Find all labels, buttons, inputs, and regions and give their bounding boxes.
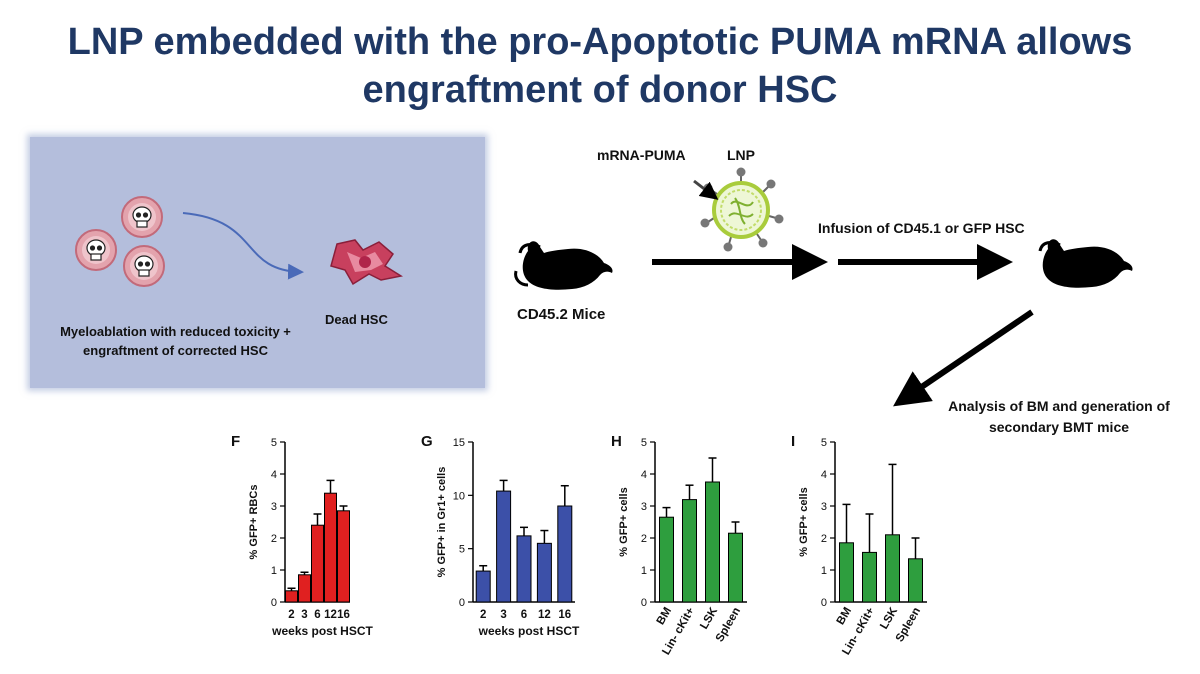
curved-arrow-icon [182,212,304,280]
panel-letter: F [231,433,240,450]
x-tick-label: 6 [521,609,527,621]
y-tick-label: 5 [641,437,647,449]
bar-12 [324,492,337,603]
chart-i: I 0 1 2 3 4 5% GFP+ cells BM Lin- cKit+ LSK Spleen [785,428,995,674]
myeloablation-line-2: engraftment of corrected HSC [83,343,268,358]
myeloablation-label: Myeloablation with reduced toxicity + en… [48,322,303,360]
y-tick-label: 5 [271,437,277,449]
y-tick-label: 2 [271,533,277,545]
mrna-pointer-arrow-icon [693,179,719,200]
infusion-label: Infusion of CD45.1 or GFP HSC [818,220,1025,236]
x-tick-label: LSK [878,605,900,632]
skull-cell-icon [123,245,165,287]
y-tick-label: 0 [821,597,827,609]
bar-6 [516,535,532,603]
x-tick-label: LSK [698,605,720,632]
chart-g: G 0 5 10 15 % GFP+ in Gr1+ cells 2 3 6 12 16 weeks … [415,428,625,674]
skull-cell-icon [75,229,117,271]
mrna-puma-label: mRNA-PUMA [597,147,686,163]
panel-letter: I [791,433,795,450]
bar-lsk [705,481,720,603]
skull-cell-icon [121,196,163,238]
y-tick-label: 15 [453,437,465,449]
cd452-mice-label: CD45.2 Mice [517,306,606,323]
arrow-icon [893,309,1034,407]
y-tick-label: 1 [641,565,647,577]
y-tick-label: 3 [271,501,277,513]
bar-2 [475,570,491,603]
x-axis-label: weeks post HSCT [271,624,373,638]
y-tick-label: 0 [459,597,465,609]
bar-spleen [908,558,923,603]
analysis-line-2: secondary BMT mice [988,419,1130,435]
y-tick-label: 3 [821,501,827,513]
chart-h: H 0 1 2 3 4 5% GFP+ cells BM Lin- cKit+ LSK Spleen [605,428,815,674]
title-line-1: LNP embedded with the pro-Apoptotic PUMA… [67,21,1133,63]
bar-bm [839,542,854,603]
y-axis-label: % GFP+ in Gr1+ cells [436,467,448,578]
y-tick-label: 3 [641,501,647,513]
page-title: LNP embedded with the pro-Apoptotic PUMA… [0,18,1200,114]
bar-3 [496,490,512,603]
x-tick-label: 12 [538,609,551,621]
x-tick-label: 3 [301,609,307,621]
y-tick-label: 1 [271,565,277,577]
y-tick-label: 5 [821,437,827,449]
y-tick-label: 4 [641,469,647,481]
lnp-label: LNP [727,147,755,163]
myeloablation-line-1: Myeloablation with reduced toxicity + [60,324,291,339]
y-tick-label: 2 [641,533,647,545]
bar-lin-ckit- [682,499,697,603]
bar-bm [659,516,674,603]
x-tick-label: 2 [288,609,294,621]
analysis-line-1: Analysis of BM and generation of [948,398,1170,414]
mouse-icon [1038,239,1133,288]
y-axis-label: % GFP+ cells [798,487,810,556]
x-tick-label: 12 [324,609,337,621]
x-tick-label: BM [835,606,854,627]
x-tick-label: 16 [337,609,350,621]
bar-16 [557,505,573,603]
y-tick-label: 5 [459,544,465,556]
dead-hsc-label: Dead HSC [325,312,388,327]
x-tick-label: 16 [558,609,571,621]
y-axis-label: % GFP+ cells [618,487,630,556]
bar-3 [298,574,311,603]
y-tick-label: 4 [821,469,827,481]
y-tick-label: 0 [271,597,277,609]
chart-f: F 0 1 2 3 4 5% GFP+ RBCs 2 3 6 12 16 weeks post HSCT [225,428,435,674]
bar-6 [311,524,324,603]
panel-letter: G [421,433,433,450]
bar-16 [337,510,350,603]
y-tick-label: 1 [821,565,827,577]
x-axis-label: weeks post HSCT [478,624,580,638]
bar-2 [285,590,298,603]
y-tick-label: 2 [821,533,827,545]
bar-spleen [728,532,743,603]
panel-letter: H [611,433,622,450]
title-line-2: engraftment of donor HSC [362,69,838,111]
bar-12 [536,542,552,603]
x-tick-label: BM [655,606,674,627]
dead-cell-icon [330,239,403,286]
x-tick-label: 2 [480,609,486,621]
mouse-icon [514,241,613,290]
y-tick-label: 0 [641,597,647,609]
y-tick-label: 10 [453,490,465,502]
x-tick-label: 3 [500,609,506,621]
bar-lin-ckit- [862,551,877,603]
y-axis-label: % GFP+ RBCs [248,485,260,560]
x-tick-label: 6 [314,609,320,621]
lipid-nanoparticle-icon [700,167,784,252]
y-tick-label: 4 [271,469,277,481]
analysis-label: Analysis of BM and generation of seconda… [928,396,1190,438]
bar-lsk [885,534,900,603]
